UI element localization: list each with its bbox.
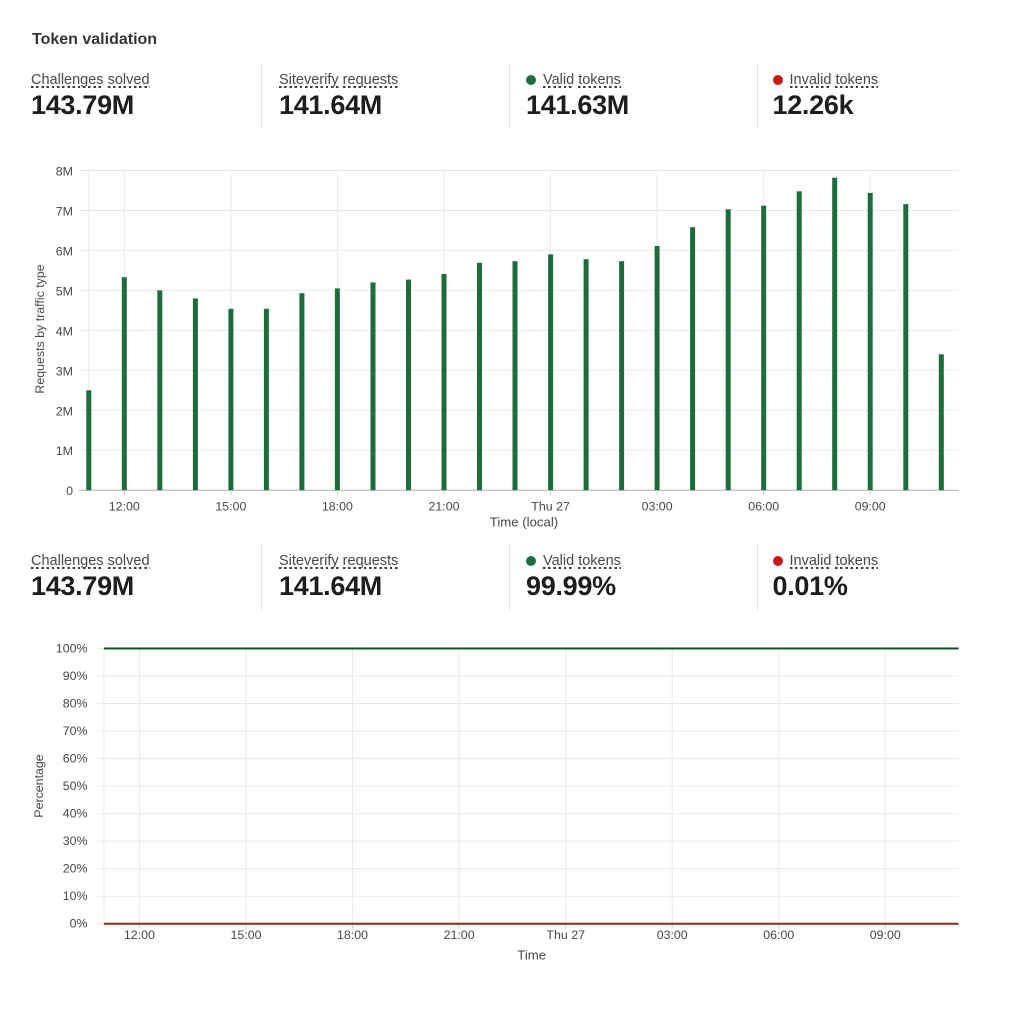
svg-text:Thu 27: Thu 27 xyxy=(546,928,585,942)
svg-text:1M: 1M xyxy=(56,444,73,458)
svg-text:21:00: 21:00 xyxy=(428,500,459,514)
svg-text:6M: 6M xyxy=(56,244,73,258)
svg-text:18:00: 18:00 xyxy=(322,500,353,514)
svg-text:15:00: 15:00 xyxy=(230,928,261,942)
svg-text:06:00: 06:00 xyxy=(748,500,779,514)
svg-text:09:00: 09:00 xyxy=(870,928,901,942)
svg-text:4M: 4M xyxy=(56,324,73,338)
svg-text:2M: 2M xyxy=(56,404,73,418)
svg-text:0%: 0% xyxy=(70,917,88,931)
svg-text:20%: 20% xyxy=(63,862,88,876)
svg-text:60%: 60% xyxy=(63,751,88,765)
svg-text:03:00: 03:00 xyxy=(657,928,688,942)
svg-text:09:00: 09:00 xyxy=(855,500,886,514)
svg-text:50%: 50% xyxy=(63,779,88,793)
svg-text:15:00: 15:00 xyxy=(215,500,246,514)
svg-text:06:00: 06:00 xyxy=(763,928,794,942)
svg-text:Time: Time xyxy=(517,948,546,963)
svg-text:100%: 100% xyxy=(56,641,88,655)
svg-text:Requests by traffic type: Requests by traffic type xyxy=(33,264,47,393)
svg-text:80%: 80% xyxy=(63,696,88,710)
svg-text:Thu 27: Thu 27 xyxy=(531,500,570,514)
svg-text:12:00: 12:00 xyxy=(124,928,155,942)
svg-text:7M: 7M xyxy=(56,205,73,219)
svg-text:12:00: 12:00 xyxy=(109,500,140,514)
svg-text:Percentage: Percentage xyxy=(32,754,46,817)
svg-text:10%: 10% xyxy=(63,889,88,903)
svg-text:21:00: 21:00 xyxy=(444,928,475,942)
svg-text:3M: 3M xyxy=(56,364,73,378)
svg-text:0: 0 xyxy=(66,484,73,498)
svg-text:Time (local): Time (local) xyxy=(490,515,558,530)
svg-text:18:00: 18:00 xyxy=(337,928,368,942)
svg-text:90%: 90% xyxy=(63,669,88,683)
svg-text:03:00: 03:00 xyxy=(642,500,673,514)
svg-text:70%: 70% xyxy=(63,724,88,738)
svg-text:8M: 8M xyxy=(56,165,73,179)
svg-text:40%: 40% xyxy=(63,806,88,820)
svg-text:30%: 30% xyxy=(63,834,88,848)
svg-text:5M: 5M xyxy=(56,284,73,298)
